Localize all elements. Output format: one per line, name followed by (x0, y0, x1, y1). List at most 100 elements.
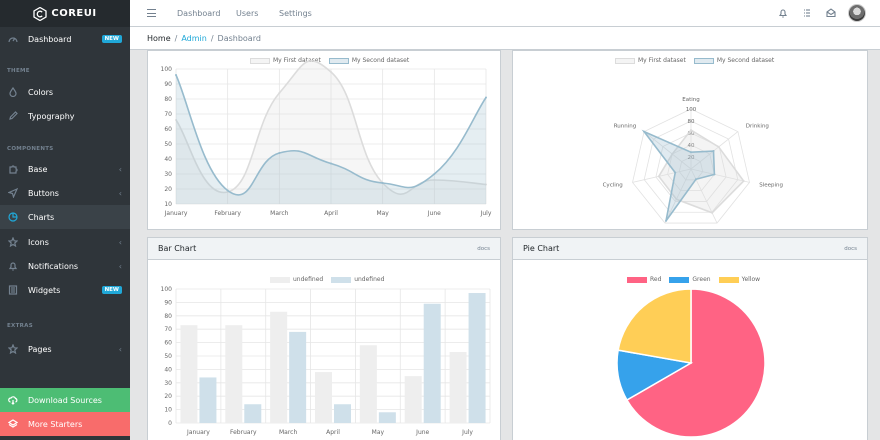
sidebar-item-typography[interactable]: Typography (0, 104, 130, 128)
data-point (690, 151, 692, 154)
y-tick-label: 30 (164, 380, 172, 387)
radar-chart-legend: My First dataset My Second dataset (615, 57, 774, 64)
chevron-left-icon: ‹ (118, 344, 122, 354)
sidebar-item-widgets[interactable]: Widgets NEW (0, 278, 130, 302)
x-tick-label: February (214, 210, 241, 217)
header-link-dashboard[interactable]: Dashboard (177, 9, 221, 18)
y-tick-label: 40 (164, 366, 172, 373)
x-tick-label: March (279, 429, 297, 436)
docs-link[interactable]: docs (477, 245, 490, 252)
radar-spoke (690, 131, 739, 170)
data-point (657, 175, 660, 178)
y-tick-label: 40 (164, 156, 172, 163)
legend-entry[interactable]: undefined (270, 276, 323, 283)
calculator-icon (7, 284, 19, 296)
bar-chart: 0 10 20 30 40 50 60 70 80 90 100 January February Mar… (161, 286, 491, 436)
data-point (433, 179, 436, 181)
legend-label: undefined (354, 276, 385, 283)
y-tick-label: 60 (164, 126, 172, 133)
x-tick-label: March (270, 210, 288, 217)
data-point (330, 162, 332, 165)
legend-label: My First dataset (273, 57, 321, 64)
header-link-users[interactable]: Users (236, 9, 259, 18)
radar-grid-ring (678, 156, 704, 181)
line-chart-card: My First dataset My Second dataset 10 20 3… (147, 50, 501, 230)
x-tick-label: February (230, 429, 257, 436)
sidebar-item-base[interactable]: Base ‹ (0, 157, 130, 181)
nav-title-components: COMPONENTS (7, 146, 54, 152)
list-icon[interactable] (802, 8, 812, 18)
pie-chart (616, 288, 766, 438)
legend-label: Green (692, 276, 711, 283)
radar-axis-label: Sleeping (759, 183, 783, 189)
y-tick-label: 70 (164, 111, 172, 118)
legend-label: undefined (293, 276, 324, 283)
header-link-settings[interactable]: Settings (279, 9, 312, 18)
y-tick-label: 80 (164, 96, 172, 103)
sidebar-item-icons[interactable]: Icons ‹ (0, 230, 130, 254)
bar-chart-legend: undefined undefined (270, 276, 384, 283)
breadcrumb-separator: / (210, 33, 214, 43)
radar-chart: 20406080100EatingDrinkingSleepingDesigni… (603, 97, 783, 224)
download-sources-button[interactable]: Download Sources (0, 388, 130, 412)
sidebar: COREUI Dashboard NEW THEME Colors Typogr… (0, 0, 130, 440)
brand-logo[interactable]: COREUI (0, 0, 130, 27)
data-point (713, 173, 716, 176)
location-icon[interactable] (826, 8, 836, 18)
legend-swatch (270, 276, 290, 283)
hamburger-menu-icon[interactable] (147, 9, 156, 17)
sidebar-item-colors[interactable]: Colors (0, 80, 130, 104)
cursor-icon (7, 187, 19, 199)
top-header: Dashboard Users Settings (130, 0, 880, 27)
sidebar-item-notifications[interactable]: Notifications ‹ (0, 254, 130, 278)
legend-entry[interactable]: Red (627, 276, 661, 283)
bar (468, 293, 486, 423)
avatar[interactable] (848, 4, 866, 22)
legend-entry[interactable]: My Second dataset (693, 57, 774, 64)
data-point (175, 74, 177, 76)
more-starters-button[interactable]: More Starters (0, 412, 130, 436)
chevron-left-icon: ‹ (118, 261, 122, 271)
breadcrumb-home[interactable]: Home (147, 33, 171, 43)
data-point (742, 180, 745, 183)
breadcrumb: Home / Admin / Dashboard (130, 27, 880, 50)
x-tick-label: May (372, 429, 385, 436)
bar (404, 376, 422, 423)
legend-entry[interactable]: My First dataset (250, 57, 321, 64)
bar (244, 404, 262, 423)
legend-entry[interactable]: Green (669, 276, 711, 283)
data-point (485, 183, 487, 186)
legend-entry[interactable]: Yellow (718, 276, 760, 283)
sidebar-item-label: Pages (28, 344, 52, 354)
bar (270, 311, 288, 423)
bell-icon[interactable] (778, 8, 788, 18)
bar (334, 404, 351, 423)
legend-label: My First dataset (638, 57, 686, 64)
radar-series (657, 128, 745, 214)
drop-icon (7, 86, 19, 98)
breadcrumb-current: Dashboard (217, 33, 261, 43)
legend-entry[interactable]: My First dataset (615, 57, 686, 64)
legend-swatch (615, 57, 635, 64)
sidebar-item-pages[interactable]: Pages ‹ (0, 337, 130, 361)
sidebar-item-dashboard[interactable]: Dashboard NEW (0, 27, 130, 51)
nav-title-extras: EXTRAS (7, 323, 34, 329)
data-point (717, 145, 720, 148)
x-tick-label: April (326, 429, 340, 436)
breadcrumb-admin[interactable]: Admin (181, 33, 207, 43)
data-point (381, 182, 384, 184)
cloud-download-icon (7, 394, 19, 406)
nav-title-theme: THEME (7, 68, 30, 74)
sidebar-item-label: Charts (28, 212, 55, 222)
legend-entry[interactable]: My Second dataset (328, 57, 409, 64)
sidebar-item-label: Typography (28, 111, 75, 121)
more-starters-label: More Starters (28, 419, 83, 429)
sidebar-item-charts[interactable]: Charts (0, 205, 130, 229)
y-tick-label: 100 (161, 286, 173, 293)
bar (423, 303, 441, 423)
sidebar-item-buttons[interactable]: Buttons ‹ (0, 181, 130, 205)
radar-spoke (690, 168, 750, 183)
docs-link[interactable]: docs (844, 245, 857, 252)
series-area (176, 60, 486, 204)
legend-entry[interactable]: undefined (331, 276, 384, 283)
